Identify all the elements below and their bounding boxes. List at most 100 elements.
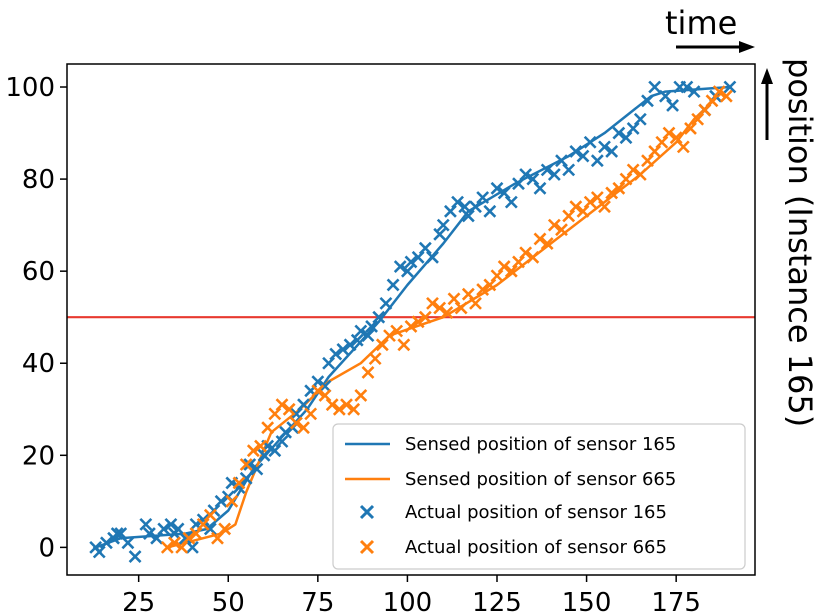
point-actual-165 <box>139 517 153 531</box>
position-annotation: position (Instance 165) <box>761 58 819 427</box>
point-actual-665 <box>433 301 447 315</box>
point-actual-165 <box>110 527 124 540</box>
point-actual-665 <box>540 237 554 250</box>
point-actual-165 <box>612 126 626 140</box>
point-actual-665 <box>562 209 576 223</box>
point-actual-165 <box>393 260 407 273</box>
position-label: position (Instance 165) <box>781 58 819 427</box>
point-actual-165 <box>404 255 418 269</box>
x-tick-label: 175 <box>651 588 701 615</box>
point-actual-665 <box>340 398 353 412</box>
point-actual-165 <box>458 200 472 214</box>
point-actual-665 <box>182 531 196 545</box>
legend-marker-actual-665 <box>359 539 375 555</box>
legend: Sensed position of sensor 165 Sensed pos… <box>332 423 746 570</box>
point-actual-165 <box>619 131 633 145</box>
point-actual-165 <box>268 444 282 458</box>
x-tick-label: 75 <box>301 588 334 615</box>
legend-label-sensed-665: Sensed position of sensor 665 <box>405 469 676 490</box>
x-tick-label: 50 <box>212 588 245 615</box>
point-actual-165 <box>666 99 680 112</box>
point-actual-665 <box>519 246 533 260</box>
point-actual-165 <box>121 536 135 550</box>
point-actual-665 <box>404 319 418 333</box>
point-actual-665 <box>705 94 719 108</box>
point-actual-665 <box>641 154 654 168</box>
point-actual-665 <box>354 389 368 402</box>
point-actual-165 <box>354 324 368 338</box>
point-actual-665 <box>497 260 511 273</box>
point-actual-665 <box>211 531 224 545</box>
y-tick-label: 60 <box>22 257 55 287</box>
point-actual-665 <box>605 186 619 200</box>
point-actual-165 <box>626 122 640 135</box>
point-actual-665 <box>390 324 404 338</box>
point-actual-665 <box>555 223 568 237</box>
point-actual-665 <box>254 439 267 453</box>
point-actual-665 <box>447 292 461 306</box>
point-actual-665 <box>232 476 246 490</box>
point-actual-665 <box>476 283 490 296</box>
point-actual-165 <box>196 513 210 527</box>
point-actual-665 <box>662 126 676 140</box>
y-tick-label: 0 <box>38 533 55 563</box>
point-actual-665 <box>311 384 325 398</box>
point-actual-665 <box>533 232 547 246</box>
point-actual-165 <box>203 522 217 536</box>
y-tick-label: 100 <box>5 73 55 103</box>
point-actual-165 <box>386 278 400 292</box>
point-actual-165 <box>569 145 583 158</box>
point-actual-165 <box>497 186 511 200</box>
y-tick-label: 20 <box>22 441 55 471</box>
point-actual-665 <box>712 85 726 99</box>
point-actual-165 <box>723 80 737 94</box>
point-actual-665 <box>633 168 647 181</box>
point-actual-665 <box>282 402 296 416</box>
y-tick-label: 40 <box>22 349 55 379</box>
point-actual-165 <box>483 204 497 218</box>
point-actual-165 <box>519 168 533 181</box>
legend-label-actual-665: Actual position of sensor 665 <box>405 537 667 558</box>
point-actual-665 <box>189 527 203 540</box>
point-actual-165 <box>297 398 310 412</box>
point-actual-165 <box>687 85 701 99</box>
point-actual-165 <box>243 458 257 471</box>
time-arrow-head <box>739 41 755 53</box>
point-actual-665 <box>626 163 640 177</box>
point-actual-665 <box>719 89 733 103</box>
point-actual-165 <box>178 531 192 545</box>
point-actual-165 <box>114 527 128 540</box>
y-tick-label: 80 <box>22 165 55 195</box>
time-label: time <box>665 4 737 42</box>
point-actual-165 <box>469 200 482 214</box>
point-actual-665 <box>469 296 482 310</box>
point-actual-165 <box>171 522 185 536</box>
point-actual-165 <box>379 296 393 310</box>
point-actual-165 <box>361 329 375 343</box>
point-actual-665 <box>698 103 712 117</box>
point-actual-165 <box>436 218 450 232</box>
point-actual-665 <box>318 389 332 402</box>
point-actual-165 <box>533 181 547 195</box>
point-actual-665 <box>676 140 690 154</box>
point-actual-165 <box>214 494 228 508</box>
point-actual-665 <box>669 131 683 145</box>
point-actual-665 <box>361 366 375 379</box>
point-actual-665 <box>411 315 425 329</box>
point-actual-665 <box>648 145 662 158</box>
point-actual-165 <box>411 250 425 264</box>
point-actual-165 <box>232 481 246 494</box>
point-actual-665 <box>332 402 346 416</box>
point-actual-165 <box>418 241 432 255</box>
plot-layer <box>67 80 755 564</box>
point-actual-165 <box>433 227 447 241</box>
point-actual-665 <box>440 306 454 320</box>
point-actual-665 <box>504 264 518 278</box>
point-actual-665 <box>483 278 497 292</box>
x-tick-label: 125 <box>472 588 522 615</box>
point-actual-665 <box>598 200 611 214</box>
point-actual-165 <box>476 191 490 204</box>
point-actual-165 <box>590 154 604 168</box>
point-actual-665 <box>576 204 590 218</box>
point-actual-165 <box>504 195 518 209</box>
